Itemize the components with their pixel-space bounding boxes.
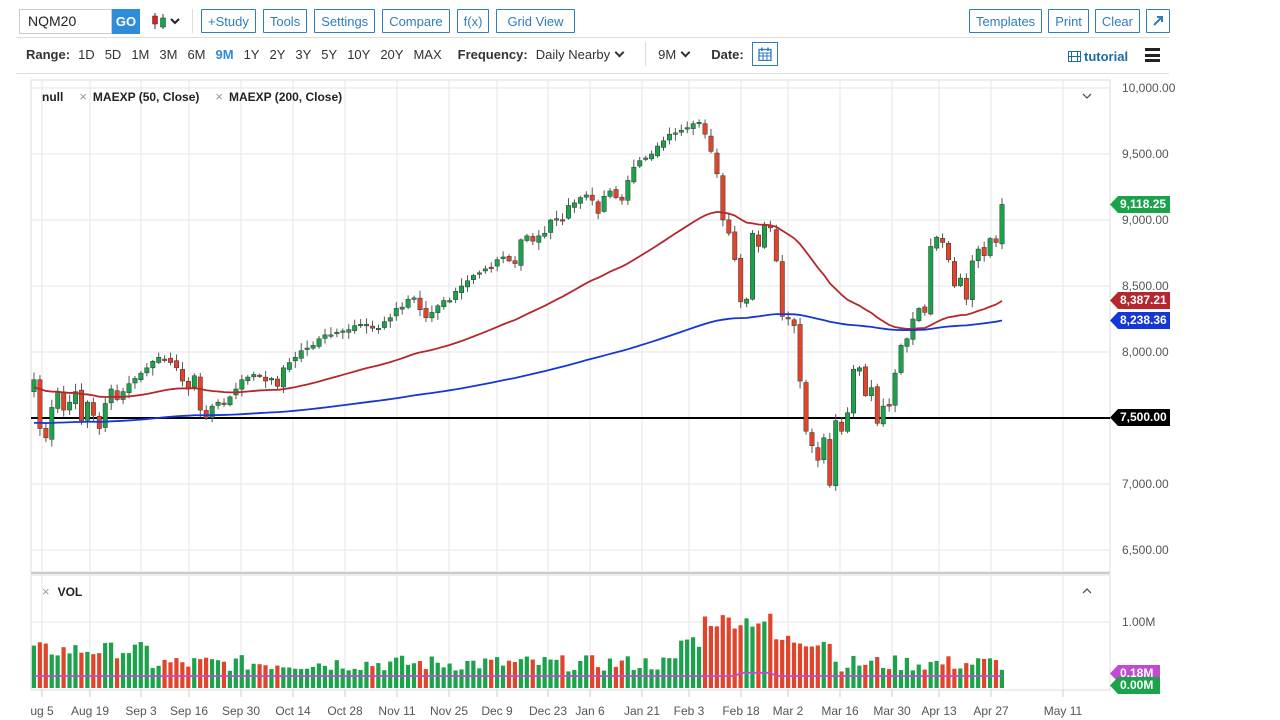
y-axis-tick: 9,000.00 — [1122, 213, 1169, 227]
remove-study-icon[interactable]: × — [215, 89, 223, 104]
tools-button[interactable]: Tools — [262, 9, 308, 33]
range-1m[interactable]: 1M — [131, 46, 150, 62]
remove-study-icon[interactable]: × — [79, 89, 87, 104]
settings-button[interactable]: Settings — [314, 9, 376, 33]
legend-ma200[interactable]: MAEXP (200, Close) — [229, 89, 343, 104]
frequency-label: Frequency: — [457, 46, 528, 62]
price-tag: 7,500.00 — [1110, 409, 1170, 426]
expand-button[interactable] — [1146, 9, 1170, 33]
divider — [645, 42, 647, 66]
compare-button[interactable]: Compare — [382, 9, 450, 33]
film-icon — [1068, 51, 1081, 62]
calendar-icon — [758, 47, 772, 61]
fx-button[interactable]: f(x) — [456, 9, 490, 33]
range-10y[interactable]: 10Y — [347, 46, 371, 62]
y-axis-tick: 9,500.00 — [1122, 147, 1169, 161]
tutorial-link[interactable]: tutorial — [1068, 49, 1128, 64]
go-button[interactable]: GO — [112, 8, 140, 34]
volume-tag: 0.00M — [1110, 677, 1160, 694]
x-axis-tick: Mar 16 — [821, 704, 859, 718]
divider — [16, 37, 1169, 38]
range-6m[interactable]: 6M — [187, 46, 206, 62]
x-axis-tick: Jan 6 — [575, 704, 605, 718]
top-toolbar: NQM20 GO +Study Tools Settings Compare f… — [19, 8, 582, 34]
x-axis-tick: Feb 3 — [673, 704, 705, 718]
y-axis-tick: 7,000.00 — [1122, 477, 1169, 491]
x-axis-tick: Apr 13 — [921, 704, 957, 718]
y-axis-tick: 6,500.00 — [1122, 543, 1169, 557]
toolbar-divider — [192, 9, 193, 33]
clear-button[interactable]: Clear — [1094, 9, 1140, 33]
grid-view-button[interactable]: Grid View — [496, 9, 575, 33]
range-5d[interactable]: 5D — [104, 46, 122, 62]
range-label: Range: — [26, 46, 71, 62]
menu-icon[interactable] — [1145, 48, 1160, 62]
x-axis-tick: Oct 14 — [275, 704, 311, 718]
tutorial-label: tutorial — [1084, 49, 1129, 64]
legend-main-series: null — [42, 89, 64, 104]
price-tag: 8,238.36 — [1110, 312, 1170, 329]
range-1y[interactable]: 1Y — [243, 46, 260, 62]
x-axis-tick: Feb 18 — [722, 704, 760, 718]
range-2y[interactable]: 2Y — [269, 46, 286, 62]
x-axis-tick: Mar 2 — [772, 704, 804, 718]
chevron-up-icon — [1082, 588, 1092, 594]
date-picker-button[interactable] — [751, 42, 778, 66]
chart-type-selector[interactable] — [150, 12, 180, 30]
x-axis-tick: Nov 11 — [378, 704, 416, 718]
volume-label: VOL — [57, 584, 83, 599]
y-axis-tick: 8,000.00 — [1122, 345, 1169, 359]
range-20y[interactable]: 20Y — [380, 46, 404, 62]
price-tag: 9,118.25 — [1110, 196, 1170, 213]
remove-volume-icon[interactable]: × — [42, 584, 50, 599]
range-9m[interactable]: 9M — [215, 46, 234, 62]
print-button[interactable]: Print — [1048, 9, 1089, 33]
frequency-select[interactable]: Daily Nearby — [535, 46, 611, 62]
x-axis-tick: Nov 25 — [429, 704, 469, 718]
range-5y[interactable]: 5Y — [321, 46, 338, 62]
price-tag: 8,387.21 — [1110, 292, 1170, 309]
range-max[interactable]: MAX — [413, 46, 442, 62]
legend-ma50[interactable]: MAEXP (50, Close) — [92, 89, 200, 104]
x-axis-tick: ug 5 — [30, 704, 54, 718]
x-axis-tick: Mar 30 — [873, 704, 911, 718]
period-select[interactable]: 9M — [658, 46, 677, 62]
expand-arrow-icon — [1153, 16, 1163, 26]
right-toolbar: Templates Print Clear — [963, 9, 1170, 33]
volume-legend: × VOL — [42, 584, 82, 599]
x-axis-tick: May 11 — [1043, 704, 1083, 718]
x-axis-tick: Dec 9 — [481, 704, 513, 718]
volume-axis-tick: 1.00M — [1122, 615, 1156, 629]
date-label: Date: — [711, 46, 744, 62]
x-axis-tick: Sep 16 — [169, 704, 209, 718]
chart-legend: null × MAEXP (50, Close) × MAEXP (200, C… — [42, 89, 342, 104]
x-axis-tick: Sep 30 — [221, 704, 261, 718]
x-axis-tick: Oct 28 — [327, 704, 363, 718]
candlestick-icon — [152, 13, 166, 29]
x-axis-tick: Aug 19 — [70, 704, 110, 718]
chevron-down-icon — [170, 18, 180, 25]
collapse-volume-button[interactable] — [1082, 584, 1092, 598]
add-study-button[interactable]: +Study — [201, 9, 256, 33]
y-axis-tick: 8,500.00 — [1122, 279, 1169, 293]
collapse-panel-button[interactable] — [1082, 89, 1092, 103]
range-3y[interactable]: 3Y — [295, 46, 312, 62]
range-1d[interactable]: 1D — [78, 46, 95, 62]
y-axis-tick: 10,000.00 — [1122, 81, 1176, 95]
x-axis-tick: Sep 3 — [125, 704, 157, 718]
x-axis-tick: Jan 21 — [623, 704, 661, 718]
x-axis-tick: Apr 27 — [973, 704, 1009, 718]
chevron-down-icon — [1082, 93, 1092, 99]
divider — [16, 73, 1169, 74]
x-axis-tick: Dec 23 — [528, 704, 568, 718]
range-bar: Range: 1D 5D 1M 3M 6M 9M 1Y 2Y 3Y 5Y 10Y… — [26, 42, 778, 66]
templates-button[interactable]: Templates — [968, 9, 1043, 33]
symbol-input[interactable]: NQM20 — [19, 8, 112, 34]
range-3m[interactable]: 3M — [159, 46, 178, 62]
